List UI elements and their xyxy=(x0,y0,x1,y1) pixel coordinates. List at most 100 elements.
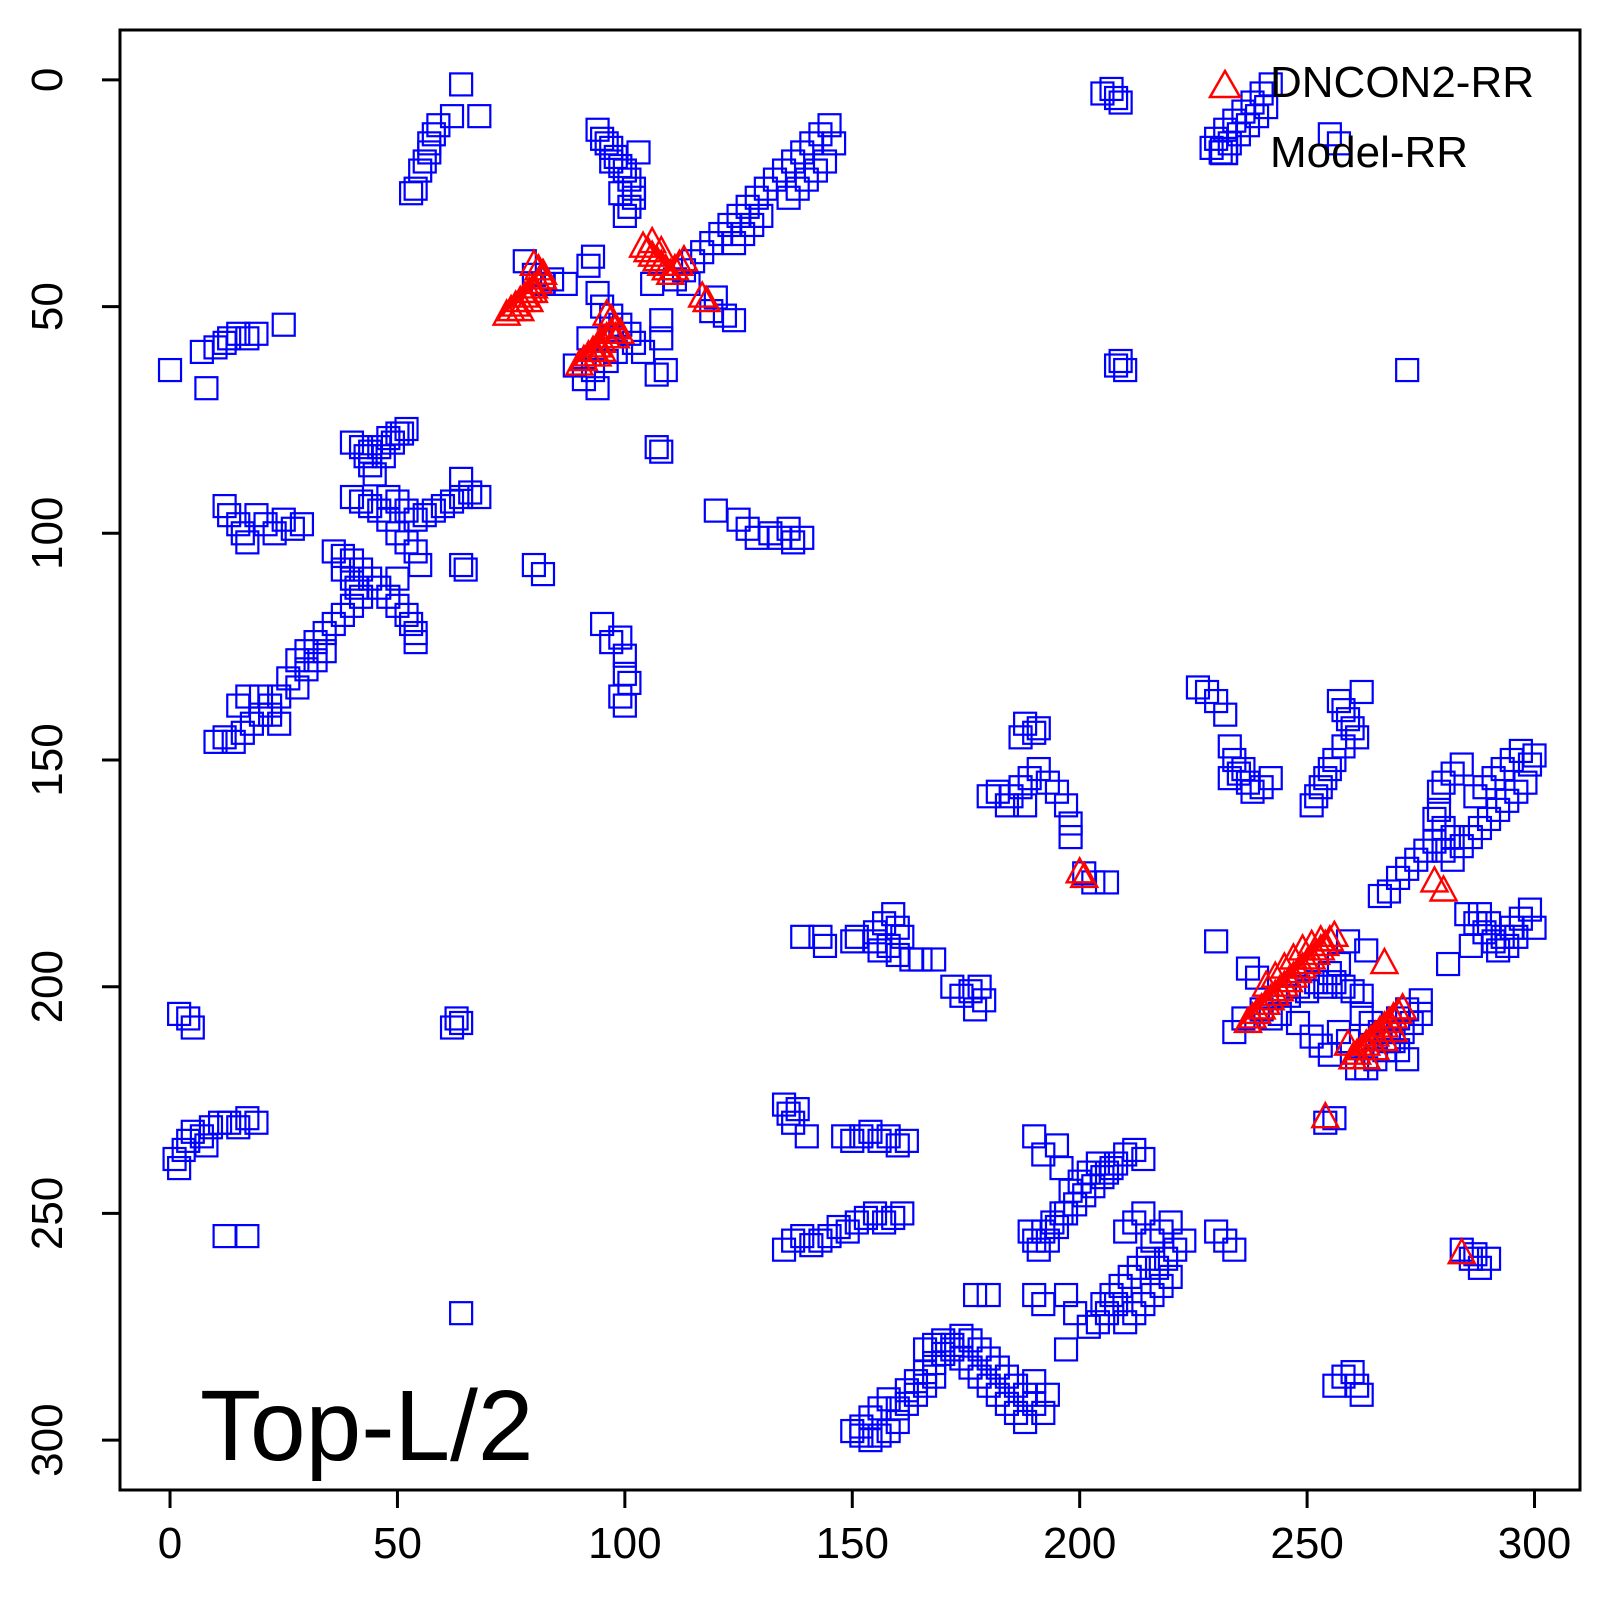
dncon2-rr-point xyxy=(1273,964,1304,993)
model-rr-point xyxy=(985,779,1010,804)
model-rr-point xyxy=(1317,122,1342,147)
model-rr-point xyxy=(872,1210,897,1235)
model-rr-point xyxy=(389,421,415,446)
model-rr-point xyxy=(1113,1142,1138,1167)
model-rr-point xyxy=(1017,1219,1042,1244)
dncon2-rr-point xyxy=(1237,1000,1268,1029)
model-rr-point xyxy=(444,1006,469,1031)
model-rr-point xyxy=(853,1205,879,1231)
model-rr-point xyxy=(1044,779,1070,804)
dncon2-rr-point xyxy=(1282,955,1314,984)
model-rr-point xyxy=(226,512,251,537)
model-rr-point xyxy=(217,326,242,351)
model-rr-point xyxy=(458,480,483,505)
model-rr-point xyxy=(781,1228,806,1253)
model-rr-point xyxy=(1431,770,1456,795)
model-rr-point xyxy=(1258,766,1283,791)
model-rr-point xyxy=(271,312,296,337)
x-tick-label: 200 xyxy=(1043,1519,1116,1568)
model-rr-point xyxy=(235,1106,260,1131)
model-rr-point xyxy=(1022,1228,1047,1253)
model-rr-point xyxy=(894,1128,919,1153)
dncon2-rr-point xyxy=(1428,873,1459,902)
model-rr-point xyxy=(403,176,428,201)
model-rr-point xyxy=(894,1391,919,1416)
model-rr-point xyxy=(1122,1210,1147,1235)
model-rr-point xyxy=(849,1124,874,1149)
plot-frame xyxy=(118,28,1582,1492)
model-rr-point xyxy=(380,430,405,455)
model-rr-point xyxy=(812,149,838,174)
model-rr-point xyxy=(449,552,474,578)
dncon2-rr-point xyxy=(1342,1037,1373,1065)
model-rr-point xyxy=(321,539,346,564)
model-rr-point xyxy=(1317,756,1342,782)
model-rr-point xyxy=(1458,824,1483,850)
model-rr-point xyxy=(1486,938,1511,963)
model-rr-point xyxy=(530,561,556,587)
dncon2-rr-point xyxy=(1251,987,1282,1016)
model-rr-point xyxy=(1063,1192,1088,1217)
model-rr-point xyxy=(790,1223,815,1249)
model-rr-point xyxy=(817,1223,842,1249)
dncon2-rr-point xyxy=(1260,960,1291,988)
model-rr-point xyxy=(1108,348,1133,374)
model-rr-point xyxy=(580,244,606,269)
model-rr-point xyxy=(239,711,265,736)
model-rr-point xyxy=(1235,956,1261,981)
model-rr-point xyxy=(594,131,619,156)
x-tick-label: 100 xyxy=(588,1519,661,1568)
model-rr-point xyxy=(1308,1033,1333,1058)
model-rr-point xyxy=(912,1337,938,1362)
model-rr-point xyxy=(585,117,610,142)
model-rr-point xyxy=(198,1115,224,1140)
model-rr-point xyxy=(735,194,760,219)
model-rr-point xyxy=(903,1382,929,1407)
dncon2-rr-point xyxy=(1255,982,1286,1011)
model-rr-point xyxy=(967,1337,992,1362)
model-rr-point xyxy=(162,1146,187,1172)
model-rr-point xyxy=(922,947,947,972)
model-rr-point xyxy=(1495,933,1520,959)
model-rr-point xyxy=(922,1364,947,1389)
model-rr-point xyxy=(940,974,965,999)
model-rr-point xyxy=(1517,752,1543,777)
y-tick-label: 250 xyxy=(23,1177,72,1250)
model-rr-point xyxy=(731,221,756,247)
model-rr-point xyxy=(385,489,410,514)
model-rr-point xyxy=(339,566,365,591)
model-rr-point xyxy=(376,584,401,609)
model-rr-point xyxy=(821,131,847,156)
model-rr-point xyxy=(330,557,355,582)
model-rr-point xyxy=(1099,1282,1124,1308)
model-rr-point xyxy=(785,176,810,201)
model-rr-point xyxy=(1408,988,1433,1013)
model-rr-point xyxy=(1349,1001,1374,1027)
model-rr-point xyxy=(644,362,669,387)
model-rr-point xyxy=(862,920,888,945)
model-rr-point xyxy=(1022,1282,1047,1308)
dncon2-rr-point xyxy=(527,257,559,286)
model-rr-point xyxy=(844,1210,869,1235)
model-rr-point xyxy=(590,611,615,637)
model-rr-point xyxy=(1322,1106,1347,1131)
model-rr-point xyxy=(358,493,383,519)
dncon2-rr-point xyxy=(1446,1236,1477,1265)
model-rr-point xyxy=(1244,104,1270,129)
model-rr-point xyxy=(348,584,374,609)
dncon2-rr-point xyxy=(1278,941,1309,970)
dncon2-rr-point xyxy=(664,248,695,276)
model-rr-point xyxy=(1486,797,1511,822)
model-rr-point xyxy=(1349,679,1374,705)
model-rr-point xyxy=(1013,711,1038,736)
dncon2-rr-point xyxy=(1333,1028,1364,1056)
dncon2-rr-series xyxy=(491,225,1477,1265)
model-rr-point xyxy=(267,711,292,736)
model-rr-point xyxy=(1226,122,1251,147)
model-rr-point xyxy=(1476,911,1502,936)
model-rr-point xyxy=(872,911,897,936)
model-rr-point xyxy=(1013,1409,1038,1435)
model-rr-point xyxy=(1222,1237,1247,1262)
dncon2-rr-point xyxy=(1387,991,1418,1020)
model-rr-point xyxy=(344,575,369,600)
